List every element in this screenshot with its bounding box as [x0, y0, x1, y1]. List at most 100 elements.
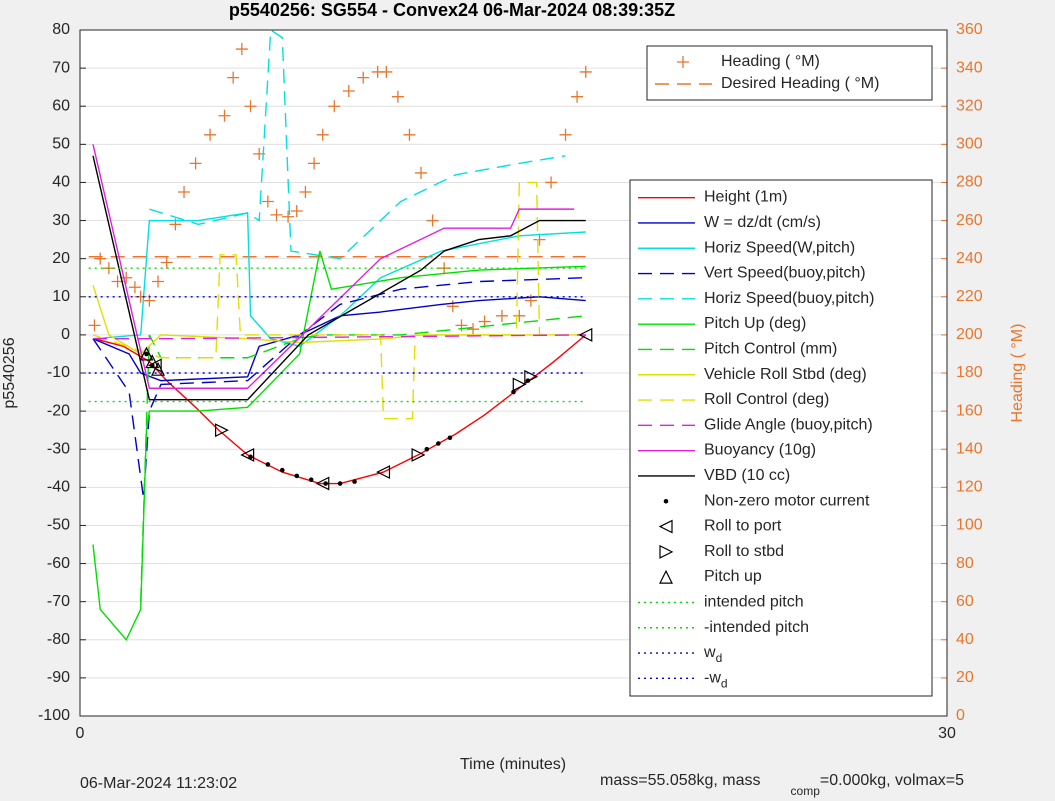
legend-swatch — [663, 498, 669, 504]
legend-label-text: w — [703, 644, 716, 661]
marker — [436, 441, 441, 446]
legend-label: Horiz Speed(W,pitch) — [704, 239, 855, 256]
y2-tick-label: 100 — [956, 517, 983, 534]
legend-label-text: Height (1m) — [704, 189, 788, 206]
legend-label-text: Glide Angle (buoy,pitch) — [704, 417, 873, 434]
footer-part: mass=55.058kg, mass — [600, 772, 761, 789]
legend-swatch — [659, 544, 674, 559]
y2-tick-label: 60 — [956, 593, 974, 610]
footer-sub: comp — [791, 784, 821, 798]
marker — [512, 377, 527, 392]
legend-label-text: Buoyancy (10g) — [704, 442, 816, 459]
legend-label-text: -w — [704, 670, 721, 687]
marker — [144, 351, 149, 357]
legend-label: -intended pitch — [704, 619, 809, 636]
y-tick-label: -100 — [38, 707, 70, 724]
legend-label: Desired Heading ( °M) — [721, 75, 879, 92]
footer-left: 06-Mar-2024 11:23:02 — [80, 775, 237, 792]
marker — [403, 128, 416, 141]
marker — [328, 100, 341, 113]
series-line — [92, 212, 586, 348]
marker — [533, 233, 546, 246]
y-tick-label: 40 — [52, 174, 70, 191]
legend-label-text: Pitch Up (deg) — [704, 315, 806, 332]
legend-label-text: W = dz/dt (cm/s) — [704, 214, 821, 231]
marker — [240, 447, 255, 462]
marker — [411, 447, 426, 462]
marker — [178, 185, 191, 198]
legend-label-text: Non-zero motor current — [704, 492, 870, 509]
legend-label-text: intended pitch — [704, 594, 804, 611]
series-line — [93, 334, 586, 340]
y2-axis-label: Heading ( °M) — [1009, 324, 1026, 423]
footer-right: mass=55.058kg, mass comp=0.000kg, volmax=… — [600, 772, 964, 798]
marker — [218, 109, 231, 122]
y-tick-label: -40 — [47, 479, 70, 496]
legend-label-text: Desired Heading ( °M) — [721, 75, 879, 92]
legend-label: wd — [703, 644, 722, 665]
y-tick-label: 60 — [52, 97, 70, 114]
legend-label-text: Pitch Control (mm) — [704, 341, 837, 358]
y-axis-label: p5540256 — [1, 337, 18, 408]
series-line — [92, 144, 575, 389]
marker — [323, 481, 328, 486]
marker — [524, 294, 537, 307]
legend-label-text: Vert Speed(buoy,pitch) — [704, 265, 866, 282]
y-tick-label: -20 — [47, 402, 70, 419]
legend-label: Roll Control (deg) — [704, 391, 829, 408]
y-tick-label: -60 — [47, 555, 70, 572]
marker — [265, 462, 271, 467]
marker — [299, 185, 312, 198]
legend-label-text: Roll to port — [704, 518, 782, 535]
marker — [357, 71, 370, 84]
legend-label: Roll to port — [704, 518, 782, 535]
marker — [215, 423, 229, 438]
y-tick-label: 30 — [52, 212, 70, 229]
y2-tick-label: 300 — [956, 136, 983, 153]
legend-label-sub: d — [716, 651, 723, 665]
marker — [227, 71, 240, 84]
marker — [261, 195, 274, 208]
marker — [280, 467, 285, 473]
marker — [380, 65, 393, 78]
legend-label-text: Roll to stbd — [704, 543, 784, 560]
y-tick-label: 80 — [52, 21, 70, 38]
y-tick-label: -70 — [47, 593, 70, 610]
y2-tick-label: 40 — [956, 631, 974, 648]
y2-tick-label: 20 — [956, 669, 974, 686]
marker — [282, 210, 295, 223]
x-tick-label: 30 — [938, 725, 956, 742]
y-tick-label: 70 — [52, 59, 70, 76]
marker — [559, 128, 572, 141]
series-line — [149, 28, 566, 260]
y2-tick-label: 340 — [956, 59, 983, 76]
y2-tick-label: 220 — [956, 288, 983, 305]
marker — [235, 43, 248, 56]
legend-label: Glide Angle (buoy,pitch) — [704, 417, 873, 434]
y-tick-label: -90 — [47, 669, 70, 686]
legend-label: intended pitch — [704, 594, 804, 611]
marker — [578, 327, 593, 342]
legend-label: Pitch up — [704, 568, 762, 585]
y2-tick-label: 320 — [956, 97, 983, 114]
marker — [145, 354, 160, 369]
legend-swatch — [659, 569, 673, 584]
marker — [152, 275, 165, 288]
marker — [139, 346, 154, 361]
y-tick-label: 10 — [52, 288, 70, 305]
marker — [424, 446, 430, 452]
legend-label-text: Vehicle Roll Stbd (deg) — [704, 366, 867, 383]
marker — [478, 315, 491, 328]
y2-tick-label: 140 — [956, 440, 983, 457]
marker — [244, 100, 257, 113]
x-tick-label: 0 — [76, 725, 85, 742]
series-line — [139, 315, 586, 602]
y2-tick-label: 200 — [956, 326, 983, 343]
y2-tick-label: 120 — [956, 479, 983, 496]
marker — [290, 205, 303, 218]
chart-title: p5540256: SG554 - Convex24 06-Mar-2024 0… — [229, 0, 675, 20]
y-tick-label: 0 — [61, 326, 70, 343]
marker — [376, 465, 391, 480]
legend-swatch — [677, 56, 689, 68]
